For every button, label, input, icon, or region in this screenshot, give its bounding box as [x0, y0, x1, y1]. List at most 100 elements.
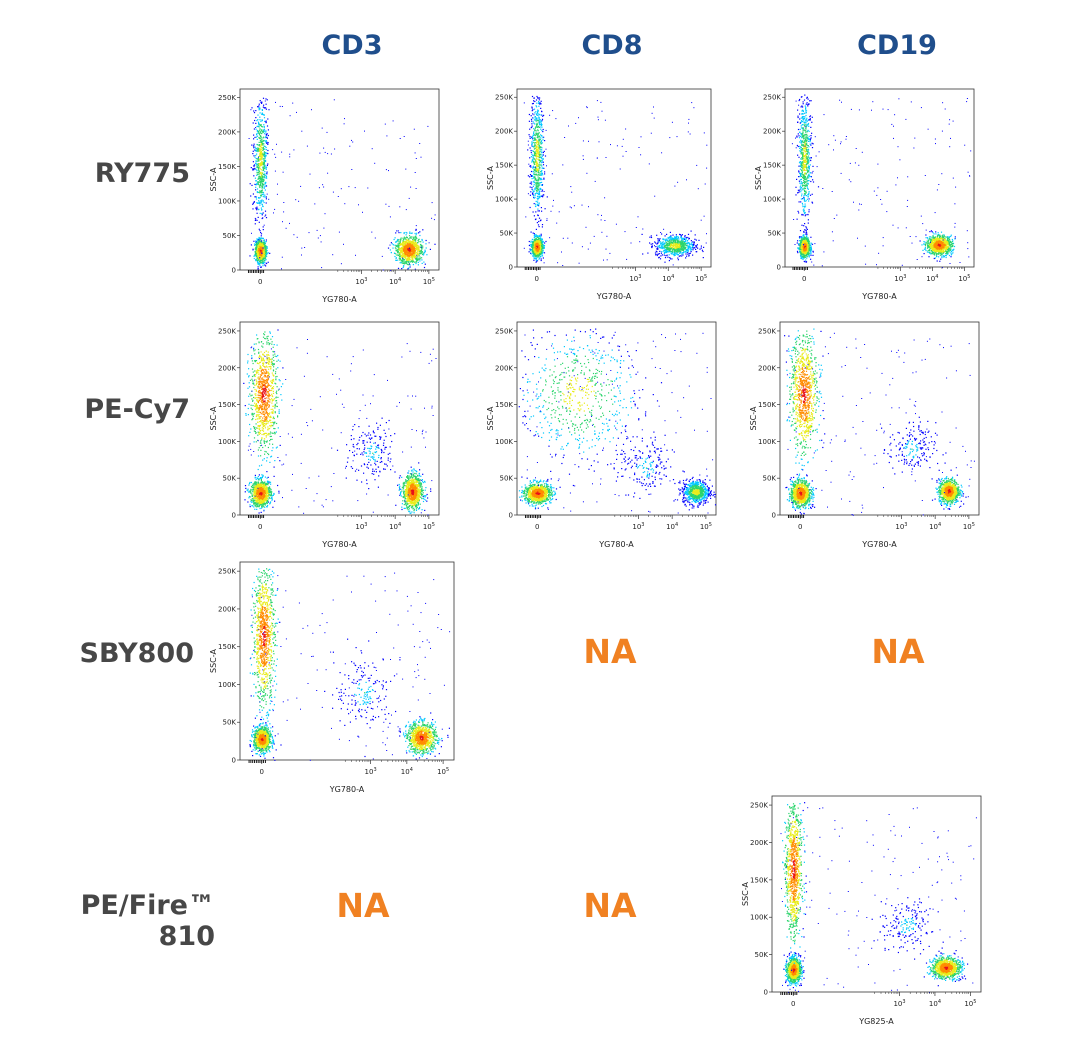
data-point [423, 251, 425, 253]
data-point [258, 238, 260, 240]
data-point [260, 180, 262, 182]
data-point [401, 262, 403, 264]
data-point [540, 107, 542, 109]
data-point [675, 248, 677, 250]
data-point [409, 247, 411, 249]
data-point [264, 156, 266, 158]
data-point [531, 153, 533, 155]
data-point [630, 242, 632, 244]
data-point [416, 244, 419, 246]
data-point [537, 168, 539, 170]
data-point [419, 257, 421, 259]
data-point [260, 185, 262, 187]
data-point [411, 251, 413, 253]
data-point [407, 252, 409, 254]
data-point [301, 130, 303, 132]
data-point [262, 255, 265, 257]
data-point [692, 241, 694, 243]
data-point [536, 182, 538, 184]
data-point [262, 178, 264, 180]
data-point [671, 250, 673, 252]
data-point [256, 129, 258, 132]
data-point [691, 246, 694, 248]
data-point [538, 153, 540, 155]
data-point [699, 248, 701, 250]
data-point [661, 251, 663, 253]
data-point [422, 247, 424, 249]
data-point [686, 249, 688, 251]
data-point [534, 258, 537, 260]
data-point [551, 173, 553, 175]
data-point [414, 252, 416, 254]
data-point [533, 100, 535, 102]
data-point [394, 247, 396, 249]
data-point [402, 245, 404, 247]
data-point [542, 196, 544, 198]
data-point [410, 243, 412, 245]
data-point [581, 246, 583, 248]
data-point [420, 156, 422, 158]
data-point [682, 241, 684, 243]
data-point [672, 251, 674, 253]
data-point [538, 174, 540, 176]
data-point [258, 141, 260, 143]
data-point [264, 189, 266, 191]
data-point [414, 255, 416, 257]
data-point [261, 176, 264, 178]
data-point [257, 241, 259, 243]
data-point [261, 212, 263, 215]
data-point [683, 240, 685, 243]
data-point [385, 203, 387, 205]
data-point [662, 241, 664, 243]
data-point [535, 145, 537, 147]
data-point [406, 240, 408, 242]
data-point [258, 170, 260, 172]
data-point [255, 147, 257, 149]
data-point [259, 158, 261, 160]
data-point [677, 259, 679, 261]
data-point [530, 252, 532, 254]
data-point [569, 206, 571, 208]
data-point [650, 236, 653, 239]
data-point [540, 177, 542, 179]
data-point [685, 244, 687, 246]
data-point [536, 165, 538, 167]
data-point [532, 232, 534, 234]
data-point [417, 259, 419, 261]
data-point [535, 238, 537, 240]
data-point [265, 185, 268, 187]
data-point [258, 137, 261, 139]
data-point [542, 174, 544, 176]
data-point [260, 135, 262, 137]
data-point [531, 137, 533, 139]
data-point [419, 256, 421, 258]
data-point [255, 218, 257, 220]
data-point [424, 250, 426, 252]
data-point [421, 246, 422, 248]
data-point [540, 125, 543, 127]
y-tick-label: 0 [509, 264, 513, 272]
data-point [265, 140, 267, 142]
data-point [256, 172, 258, 174]
data-point [262, 261, 264, 263]
data-point [664, 247, 666, 249]
data-point [414, 237, 416, 239]
data-point [666, 245, 668, 247]
data-point [281, 151, 283, 153]
data-point [255, 148, 257, 150]
data-point [281, 256, 283, 258]
data-point [681, 243, 683, 245]
data-point [398, 247, 400, 249]
data-point [538, 210, 540, 212]
data-point [405, 234, 407, 236]
data-point [532, 145, 534, 147]
data-point [261, 163, 263, 165]
y-tick-label: 150K [495, 162, 513, 170]
data-points [523, 95, 708, 266]
data-point [532, 243, 535, 245]
data-point [264, 244, 266, 246]
data-point [550, 210, 552, 212]
data-point [540, 174, 542, 176]
data-point [410, 232, 412, 234]
data-point [266, 133, 268, 135]
